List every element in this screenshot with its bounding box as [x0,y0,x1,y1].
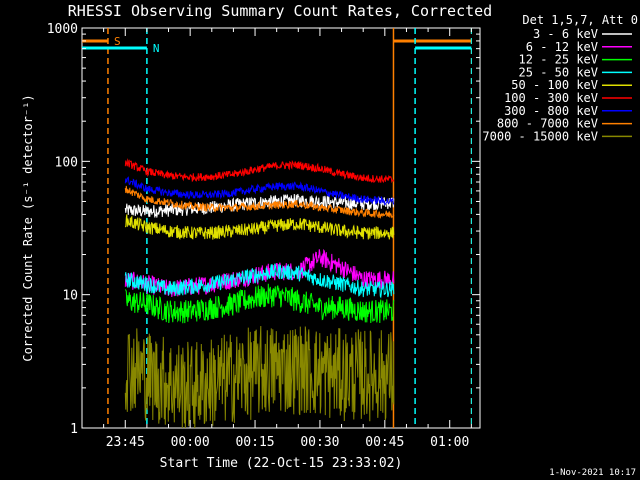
series-line [124,325,395,429]
legend-entry-label: 25 - 50 keV [519,65,598,79]
y-tick-label: 10 [62,289,78,304]
footer-timestamp: 1-Nov-2021 10:17 [549,468,636,478]
plot-area: SN [81,27,481,429]
plot-frame [81,27,481,429]
legend-entry-label: 12 - 25 keV [519,53,598,67]
series-line [124,214,395,240]
legend-entry-label: 300 - 800 keV [504,104,598,118]
marker-label: S [114,35,121,48]
marker-label: N [153,42,160,55]
x-tick-label: 00:45 [365,435,404,450]
x-tick-label: 23:45 [106,435,145,450]
y-axis-label: Corrected Count Rate (s⁻¹ detector⁻¹) [21,94,35,361]
x-axis: 23:45 00:00 00:15 00:30 00:45 01:00 [81,28,472,450]
y-axis: 1 10 100 1000 [47,22,480,437]
x-tick-label: 00:00 [171,435,210,450]
series-line [124,283,395,324]
legend-entry-label: 800 - 7000 keV [497,117,598,131]
y-tick-label: 1 [70,422,78,437]
legend-entry-label: 50 - 100 keV [511,78,598,92]
legend-entry-label: 3 - 6 keV [533,27,598,41]
legend-title: Det 1,5,7, Att 0 [522,13,638,27]
chart-title: RHESSI Observing Summary Count Rates, Co… [68,2,492,20]
series-line [124,176,395,206]
series-line [124,158,395,184]
x-tick-label: 00:30 [300,435,339,450]
series-line [124,263,395,299]
x-tick-label: 00:15 [235,435,274,450]
series-line [124,185,395,219]
legend-entry-label: 7000 - 15000 keV [482,129,598,143]
legend-entry-label: 100 - 300 keV [504,91,598,105]
y-tick-label: 1000 [47,22,78,37]
x-axis-label: Start Time (22-Oct-15 23:33:02) [160,456,403,471]
legend-entry-label: 6 - 12 keV [526,40,598,54]
x-tick-label: 01:00 [430,435,469,450]
y-tick-label: 100 [55,155,78,170]
